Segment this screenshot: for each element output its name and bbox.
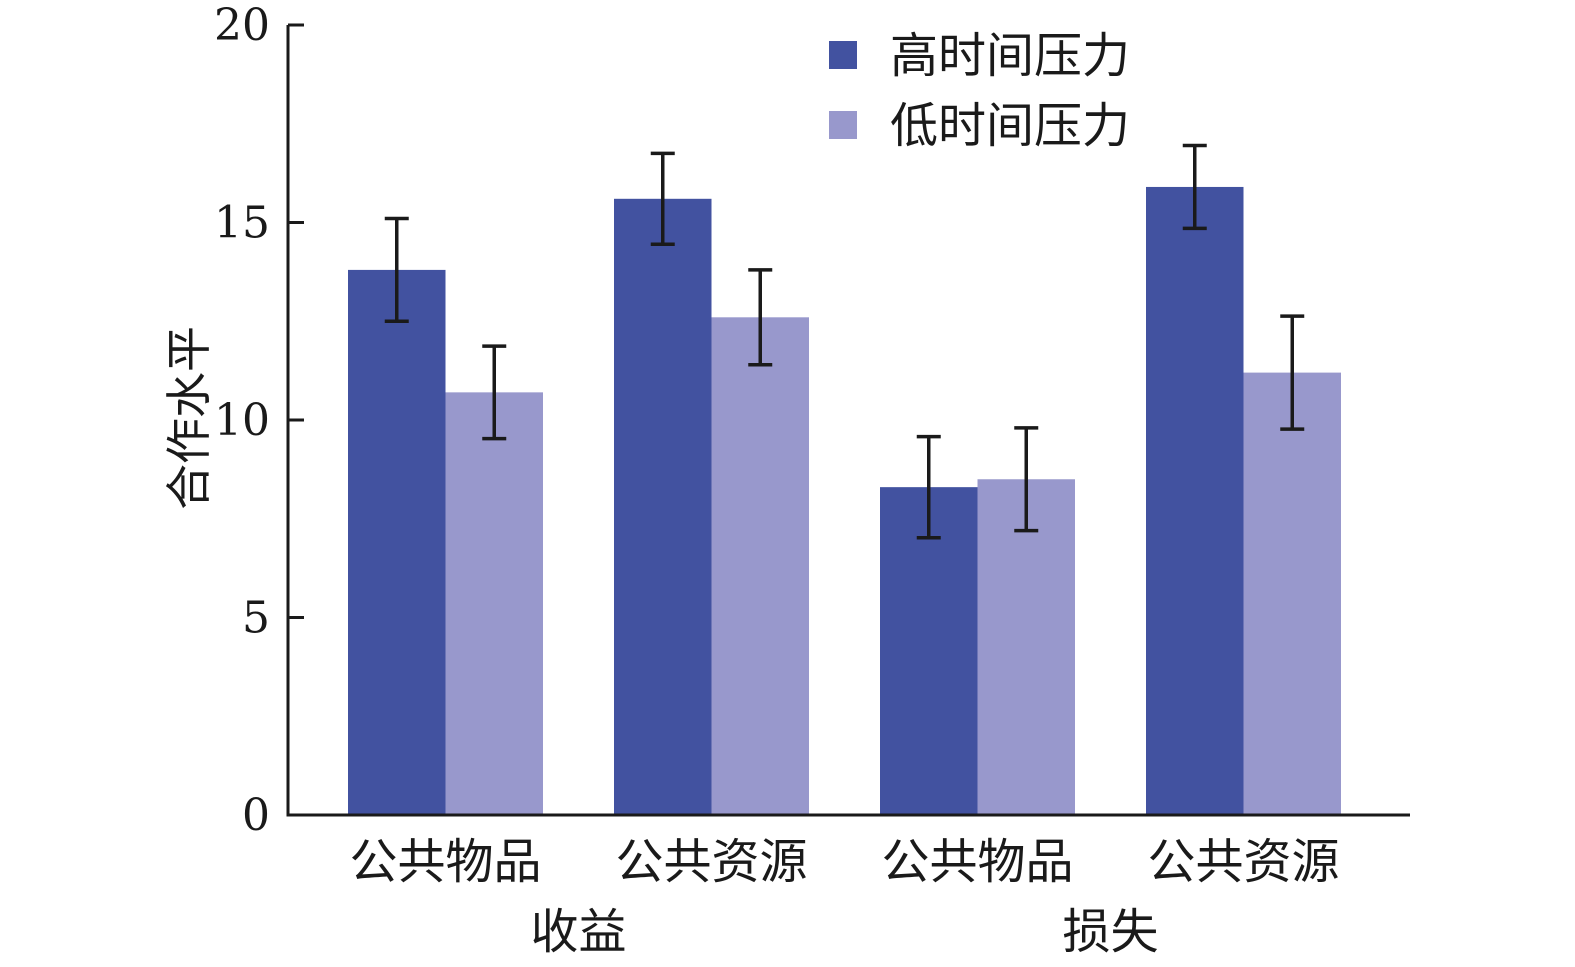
y-tick-label: 10 bbox=[214, 395, 270, 446]
bars-layer bbox=[348, 186, 1341, 816]
bar-low-2 bbox=[977, 479, 1075, 815]
x-group-label: 收益 bbox=[530, 904, 626, 960]
error-bar-high-1 bbox=[650, 151, 675, 246]
y-axis-title: 合作水平 bbox=[162, 326, 216, 510]
bar-high-0 bbox=[348, 269, 446, 815]
x-groups-layer: 收益 损失 bbox=[530, 904, 1158, 960]
y-tick-label: 20 bbox=[214, 0, 270, 51]
error-bar-high-0 bbox=[384, 216, 409, 323]
error-bar-high-3 bbox=[1182, 143, 1207, 231]
x-category-label: 公共资源 bbox=[1147, 834, 1339, 890]
error-bar-low-2 bbox=[1014, 426, 1039, 533]
y-tick-label: 5 bbox=[242, 593, 270, 644]
x-categories-layer: 公共物品 公共资源 公共物品 公共资源 bbox=[349, 834, 1339, 890]
bar-low-0 bbox=[445, 392, 543, 815]
x-category-label: 公共物品 bbox=[881, 834, 1073, 890]
bar-low-1 bbox=[711, 317, 809, 815]
x-category-label: 公共物品 bbox=[349, 834, 541, 890]
bar-high-2 bbox=[880, 487, 978, 815]
bar-low-3 bbox=[1243, 372, 1341, 815]
y-tick-label: 15 bbox=[214, 198, 270, 249]
y-tick-label: 0 bbox=[242, 790, 270, 841]
error-bar-high-2 bbox=[916, 434, 941, 540]
legend-swatch-low bbox=[829, 111, 857, 139]
legend-label-low: 低时间压力 bbox=[890, 98, 1130, 154]
x-category-label: 公共资源 bbox=[615, 834, 807, 890]
legend-label-high: 高时间压力 bbox=[890, 28, 1130, 84]
error-bars-layer bbox=[384, 143, 1305, 540]
y-ticks-layer: 0 5 10 15 20 bbox=[214, 0, 304, 841]
error-bar-low-1 bbox=[748, 268, 773, 367]
bar-high-3 bbox=[1146, 186, 1244, 815]
bar-high-1 bbox=[614, 198, 712, 816]
legend-swatch-high bbox=[829, 41, 857, 69]
error-bar-low-3 bbox=[1280, 314, 1305, 431]
x-group-label: 损失 bbox=[1062, 904, 1158, 960]
error-bar-low-0 bbox=[482, 344, 507, 441]
